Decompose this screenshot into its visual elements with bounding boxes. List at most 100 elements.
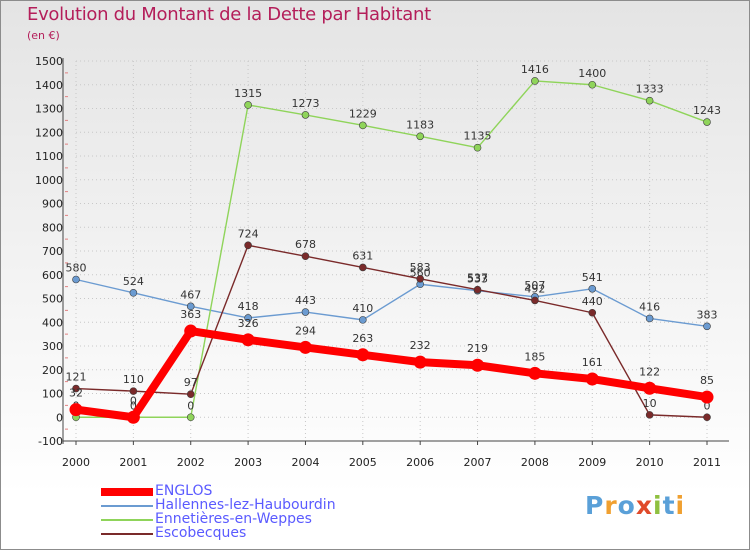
y-tick-label: 600 <box>42 269 63 282</box>
series-1-point <box>186 302 195 311</box>
series-0-data-label: 326 <box>238 317 259 330</box>
series-3-data-label: 724 <box>238 227 259 240</box>
series-0-data-label: 161 <box>582 356 603 369</box>
series-3-point <box>359 263 367 272</box>
x-tick-label: 2010 <box>636 456 664 469</box>
x-tick-label: 2002 <box>177 456 205 469</box>
series-0-point <box>413 355 427 369</box>
series-1-data-label: 418 <box>238 300 259 313</box>
series-3-data-label: 537 <box>467 272 488 285</box>
series-2-data-label: 1333 <box>636 83 664 96</box>
y-tick-label: 1200 <box>35 126 63 139</box>
series-0-data-label: 232 <box>410 339 431 352</box>
series-2-point <box>301 111 310 119</box>
series-3-data-label: 121 <box>66 371 87 384</box>
y-tick-label: 1000 <box>35 174 63 187</box>
series-1-point <box>359 316 367 324</box>
series-2-data-label: 1416 <box>521 63 549 76</box>
series-3-point <box>473 285 482 294</box>
series-0-data-label: 263 <box>352 332 373 345</box>
series-2-point <box>645 96 654 105</box>
series-0-point <box>471 358 485 372</box>
series-0-point <box>298 340 312 354</box>
series-3-point <box>703 413 711 422</box>
y-tick-label: 1100 <box>35 150 63 163</box>
legend-label: ENGLOS <box>155 483 213 499</box>
series-3-point <box>301 252 310 261</box>
series-3-data-label: 492 <box>524 282 545 295</box>
x-tick-label: 2009 <box>578 456 606 469</box>
x-tick-label: 2006 <box>406 456 434 469</box>
series-2-point <box>531 77 539 85</box>
series-2-point <box>588 80 597 89</box>
series-3-point <box>645 411 654 419</box>
y-tick-label: 400 <box>42 316 63 329</box>
series-1-point <box>703 322 711 331</box>
y-tick-label: 1300 <box>35 103 63 116</box>
series-1-data-label: 443 <box>295 294 316 307</box>
series-1-point <box>129 288 138 297</box>
series-line-2 <box>75 80 708 418</box>
series-0-data-label: 85 <box>700 374 714 387</box>
x-tick-label: 2001 <box>119 456 147 469</box>
y-tick-label: 300 <box>42 340 63 353</box>
x-tick-label: 2007 <box>464 456 492 469</box>
series-3-data-label: 0 <box>704 399 711 412</box>
series-1-data-label: 580 <box>66 262 87 275</box>
x-tick-label: 2011 <box>693 456 721 469</box>
series-3-data-label: 440 <box>582 295 603 308</box>
series-3-point <box>416 274 424 283</box>
y-tick-label: 700 <box>42 245 63 258</box>
series-line-1 <box>75 278 708 327</box>
y-tick-label: 1500 <box>35 55 63 68</box>
legend-label: Ennetières-en-Weppes <box>155 511 312 527</box>
series-3-data-label: 10 <box>643 397 657 410</box>
series-1-point <box>588 284 597 293</box>
series-2-point <box>416 132 424 141</box>
series-2-data-label: 1315 <box>234 87 262 100</box>
legend-swatch <box>101 533 153 535</box>
x-tick-label: 2000 <box>62 456 90 469</box>
series-3-point <box>129 387 138 395</box>
x-tick-label: 2003 <box>234 456 262 469</box>
legend-swatch <box>101 488 153 496</box>
y-tick-label: -100 <box>38 435 63 448</box>
series-2-data-label: 0 <box>187 399 194 412</box>
series-0-point <box>69 403 83 417</box>
x-tick-label: 2005 <box>349 456 377 469</box>
series-1-data-label: 410 <box>352 302 373 315</box>
series-0-data-label: 185 <box>524 350 545 363</box>
series-3-point <box>186 390 195 399</box>
series-1-point <box>244 314 252 322</box>
series-1-point <box>72 275 80 284</box>
series-3-data-label: 110 <box>123 373 144 386</box>
y-tick-label: 1400 <box>35 79 63 92</box>
y-tick-label: 900 <box>42 198 63 211</box>
series-0-point <box>585 372 599 386</box>
series-3-point <box>244 241 252 250</box>
series-0-point <box>528 366 542 380</box>
series-2-data-label: 0 <box>130 399 137 412</box>
series-2-data-label: 1229 <box>349 107 377 120</box>
series-0-point <box>700 390 714 404</box>
series-1-data-label: 533 <box>467 273 488 286</box>
y-tick-label: 800 <box>42 221 63 234</box>
series-3-point <box>588 308 597 317</box>
series-0-point <box>126 410 140 424</box>
series-2-data-label: 1243 <box>693 104 721 117</box>
series-2-data-label: 1273 <box>291 97 319 110</box>
y-tick-label: 200 <box>42 364 63 377</box>
series-1-point <box>645 314 654 323</box>
series-3-point <box>72 384 80 393</box>
series-2-point <box>703 118 711 126</box>
series-0-data-label: 219 <box>467 342 488 355</box>
legend-label: Escobecques <box>155 525 247 541</box>
series-line-0 <box>72 327 711 422</box>
legend-swatch <box>101 519 153 521</box>
series-3-data-label: 631 <box>352 249 373 262</box>
x-tick-label: 2004 <box>291 456 319 469</box>
y-tick-label: 500 <box>42 293 63 306</box>
series-0-data-label: 122 <box>639 365 660 378</box>
